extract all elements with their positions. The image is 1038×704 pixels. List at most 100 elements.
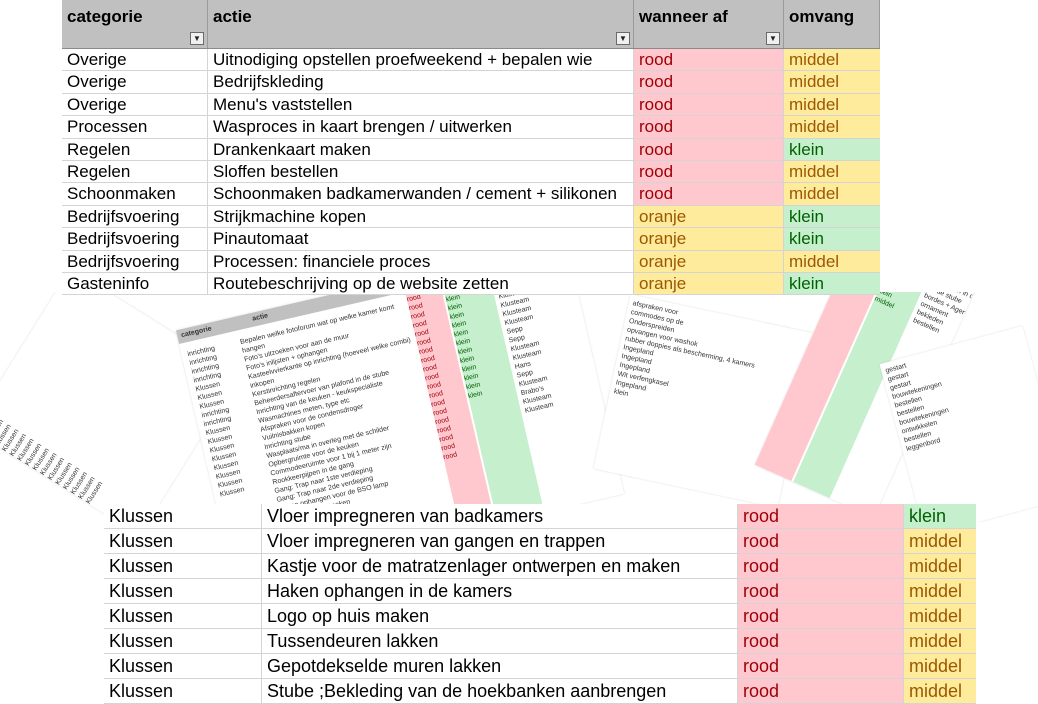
table-row[interactable]: Klussen Vloer impregneren van gangen en t… — [104, 529, 976, 554]
table-row[interactable]: Overige Menu's vaststellen rood middel — [62, 93, 880, 117]
column-header-actie[interactable]: actie ▼ — [208, 0, 634, 48]
table-row[interactable]: Regelen Sloffen bestellen rood middel — [62, 160, 880, 184]
cell-omvang[interactable]: middel — [784, 49, 880, 71]
cell-categorie[interactable]: Overige — [62, 49, 208, 71]
cell-omvang[interactable]: middel — [904, 629, 976, 653]
cell-omvang[interactable]: klein — [784, 205, 880, 228]
cell-categorie[interactable]: Schoonmaken — [62, 183, 208, 205]
column-header-categorie[interactable]: categorie ▼ — [62, 0, 208, 48]
cell-categorie[interactable]: Klussen — [104, 629, 262, 653]
cell-omvang[interactable]: klein — [784, 228, 880, 250]
cell-actie[interactable]: Vloer impregneren van gangen en trappen — [262, 529, 738, 553]
cell-categorie[interactable]: Processen — [62, 116, 208, 138]
cell-categorie[interactable]: Overige — [62, 93, 208, 116]
cell-omvang[interactable]: middel — [904, 604, 976, 628]
cell-wanneer-af[interactable]: oranje — [634, 205, 784, 228]
cell-wanneer-af[interactable]: rood — [634, 183, 784, 205]
cell-categorie[interactable]: Overige — [62, 71, 208, 93]
cell-wanneer-af[interactable]: rood — [634, 93, 784, 116]
cell-actie[interactable]: Wasproces in kaart brengen / uitwerken — [208, 116, 634, 138]
table-row[interactable]: Bedrijfsvoering Strijkmachine kopen oranje… — [62, 205, 880, 229]
cell-actie[interactable]: Logo op huis maken — [262, 604, 738, 628]
cell-actie[interactable]: Tussendeuren lakken — [262, 629, 738, 653]
cell-actie[interactable]: Gepotdekselde muren lakken — [262, 654, 738, 678]
table-row[interactable]: Klussen Kastje voor de matratzenlager ont… — [104, 554, 976, 579]
cell-wanneer-af[interactable]: rood — [634, 160, 784, 183]
cell-actie[interactable]: Pinautomaat — [208, 228, 634, 250]
cell-wanneer-af[interactable]: oranje — [634, 272, 784, 295]
filter-dropdown-icon[interactable]: ▼ — [190, 32, 204, 45]
cell-omvang[interactable]: middel — [904, 554, 976, 578]
cell-actie[interactable]: Drankenkaart maken — [208, 138, 634, 160]
cell-actie[interactable]: Kastje voor de matratzenlager ontwerpen … — [262, 554, 738, 578]
table-row[interactable]: Klussen Logo op huis maken rood middel — [104, 604, 976, 629]
table-row[interactable]: Schoonmaken Schoonmaken badkamerwanden / … — [62, 183, 880, 206]
filter-dropdown-icon[interactable]: ▼ — [616, 32, 630, 45]
cell-wanneer-af[interactable]: rood — [738, 529, 904, 553]
table-row[interactable]: Klussen Vloer impregneren van badkamers ro… — [104, 504, 976, 529]
cell-categorie[interactable]: Klussen — [104, 529, 262, 553]
cell-categorie[interactable]: Klussen — [104, 654, 262, 678]
cell-wanneer-af[interactable]: rood — [738, 654, 904, 678]
cell-omvang[interactable]: middel — [784, 71, 880, 93]
cell-omvang[interactable]: middel — [784, 93, 880, 116]
cell-omvang[interactable]: klein — [784, 138, 880, 160]
cell-omvang[interactable]: middel — [904, 529, 976, 553]
cell-actie[interactable]: Routebeschrijving op de website zetten — [208, 272, 634, 295]
table-row[interactable]: Processen Wasproces in kaart brengen / ui… — [62, 116, 880, 139]
cell-wanneer-af[interactable]: rood — [738, 629, 904, 653]
cell-wanneer-af[interactable]: oranje — [634, 228, 784, 250]
cell-wanneer-af[interactable]: rood — [738, 579, 904, 603]
table-row[interactable]: Bedrijfsvoering Processen: financiele pro… — [62, 250, 880, 273]
cell-wanneer-af[interactable]: rood — [634, 116, 784, 138]
cell-categorie[interactable]: Klussen — [104, 604, 262, 628]
cell-wanneer-af[interactable]: oranje — [634, 250, 784, 272]
cell-actie[interactable]: Strijkmachine kopen — [208, 205, 634, 228]
cell-omvang[interactable]: middel — [904, 579, 976, 603]
cell-wanneer-af[interactable]: rood — [634, 138, 784, 160]
cell-omvang[interactable]: middel — [904, 679, 976, 703]
cell-omvang[interactable]: middel — [784, 160, 880, 183]
cell-categorie[interactable]: Klussen — [104, 554, 262, 578]
cell-wanneer-af[interactable]: rood — [738, 504, 904, 528]
cell-actie[interactable]: Sloffen bestellen — [208, 160, 634, 183]
cell-categorie[interactable]: Bedrijfsvoering — [62, 250, 208, 272]
cell-categorie[interactable]: Regelen — [62, 138, 208, 160]
column-header-wanneer-af[interactable]: wanneer af ▼ — [634, 0, 784, 48]
cell-categorie[interactable]: Bedrijfsvoering — [62, 205, 208, 228]
table-row[interactable]: Regelen Drankenkaart maken rood klein — [62, 138, 880, 161]
cell-omvang[interactable]: middel — [784, 250, 880, 272]
cell-categorie[interactable]: Klussen — [104, 504, 262, 528]
table-row[interactable]: Klussen Gepotdekselde muren lakken rood mid… — [104, 654, 976, 679]
cell-categorie[interactable]: Gasteninfo — [62, 272, 208, 295]
cell-actie[interactable]: Haken ophangen in de kamers — [262, 579, 738, 603]
cell-actie[interactable]: Uitnodiging opstellen proefweekend + bep… — [208, 49, 634, 71]
cell-actie[interactable]: Stube ;Bekleding van de hoekbanken aanbr… — [262, 679, 738, 703]
cell-actie[interactable]: Menu's vaststellen — [208, 93, 634, 116]
cell-omvang[interactable]: middel — [904, 654, 976, 678]
cell-actie[interactable]: Vloer impregneren van badkamers — [262, 504, 738, 528]
cell-actie[interactable]: Schoonmaken badkamerwanden / cement + si… — [208, 183, 634, 205]
table-row[interactable]: Overige Uitnodiging opstellen proefweeken… — [62, 49, 880, 72]
cell-categorie[interactable]: Regelen — [62, 160, 208, 183]
cell-wanneer-af[interactable]: rood — [634, 49, 784, 71]
cell-wanneer-af[interactable]: rood — [738, 604, 904, 628]
column-header-omvang[interactable]: omvang — [784, 0, 880, 48]
cell-categorie[interactable]: Bedrijfsvoering — [62, 228, 208, 250]
cell-categorie[interactable]: Klussen — [104, 679, 262, 703]
cell-actie[interactable]: Bedrijfskleding — [208, 71, 634, 93]
cell-omvang[interactable]: middel — [784, 116, 880, 138]
cell-wanneer-af[interactable]: rood — [634, 71, 784, 93]
table-row[interactable]: Bedrijfsvoering Pinautomaat oranje klein — [62, 228, 880, 251]
cell-wanneer-af[interactable]: rood — [738, 554, 904, 578]
cell-omvang[interactable]: klein — [784, 272, 880, 295]
cell-actie[interactable]: Processen: financiele proces — [208, 250, 634, 272]
cell-wanneer-af[interactable]: rood — [738, 679, 904, 703]
filter-dropdown-icon[interactable]: ▼ — [766, 32, 780, 45]
table-row[interactable]: Klussen Tussendeuren lakken rood middel — [104, 629, 976, 654]
cell-categorie[interactable]: Klussen — [104, 579, 262, 603]
table-row[interactable]: Gasteninfo Routebeschrijving op de websit… — [62, 272, 880, 296]
cell-omvang[interactable]: klein — [904, 504, 976, 528]
table-row[interactable]: Klussen Haken ophangen in de kamers rood mi… — [104, 579, 976, 604]
table-row[interactable]: Overige Bedrijfskleding rood middel — [62, 71, 880, 94]
